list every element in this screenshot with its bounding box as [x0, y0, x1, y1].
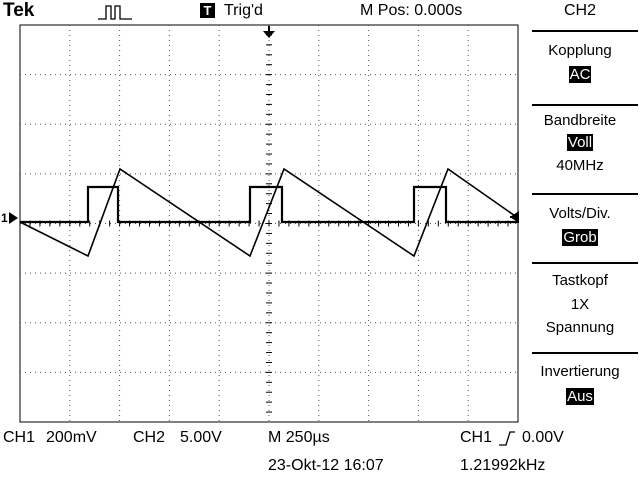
menu-item-bandbreite-value[interactable]: Voll	[566, 134, 594, 151]
graticule-grid	[19, 24, 519, 423]
brand-logo: Tek	[3, 0, 35, 21]
menu-item-volts-div-label[interactable]: Volts/Div.	[549, 205, 611, 222]
menu-item-invertierung-label[interactable]: Invertierung	[540, 363, 620, 380]
trigger-level: 0.00V	[522, 429, 564, 446]
pulse-waveform-icon	[98, 5, 132, 20]
trigger-position-marker	[263, 31, 275, 38]
menu-item-volts-div-value[interactable]: Grob	[562, 229, 598, 246]
menu-item-invertierung-value[interactable]: Aus	[566, 388, 594, 405]
ch2-scale: 5.00V	[180, 429, 222, 446]
ch2-side-menu: CH2 Kopplung AC Bandbreite Voll 40MHz Vo…	[520, 0, 640, 425]
menu-item-kopplung-label[interactable]: Kopplung	[548, 42, 612, 59]
trigger-status: Trig'd	[224, 2, 263, 19]
trigger-source: CH1	[460, 429, 493, 446]
menu-item-bandbreite-label[interactable]: Bandbreite	[543, 112, 617, 129]
ch2-square-trace	[20, 185, 518, 224]
trigger-badge: T	[200, 3, 215, 18]
ch2-label: CH2	[133, 429, 166, 446]
ch1-label: CH1	[3, 429, 36, 446]
main-position-readout: M Pos: 0.000s	[360, 2, 463, 19]
ch1-sawtooth-trace	[19, 167, 519, 258]
rising-edge-icon	[499, 431, 515, 446]
menu-item-bandbreite-extra: 40MHz	[556, 157, 604, 174]
date-time: 23-Okt-12 16:07	[268, 457, 384, 474]
frequency-readout: 1.21992kHz	[460, 457, 546, 474]
ch1-ground-marker: 1	[1, 211, 8, 225]
menu-item-tastkopf-value[interactable]: 1X	[570, 296, 590, 313]
menu-title: CH2	[563, 2, 596, 19]
menu-item-kopplung-value[interactable]: AC	[568, 66, 592, 83]
timebase-readout: M 250µs	[268, 429, 330, 446]
menu-item-tastkopf-extra: Spannung	[545, 319, 615, 336]
ch1-scale: 200mV	[46, 429, 97, 446]
waveform-display[interactable]: 1	[0, 0, 520, 430]
menu-item-tastkopf-label[interactable]: Tastkopf	[552, 272, 608, 289]
